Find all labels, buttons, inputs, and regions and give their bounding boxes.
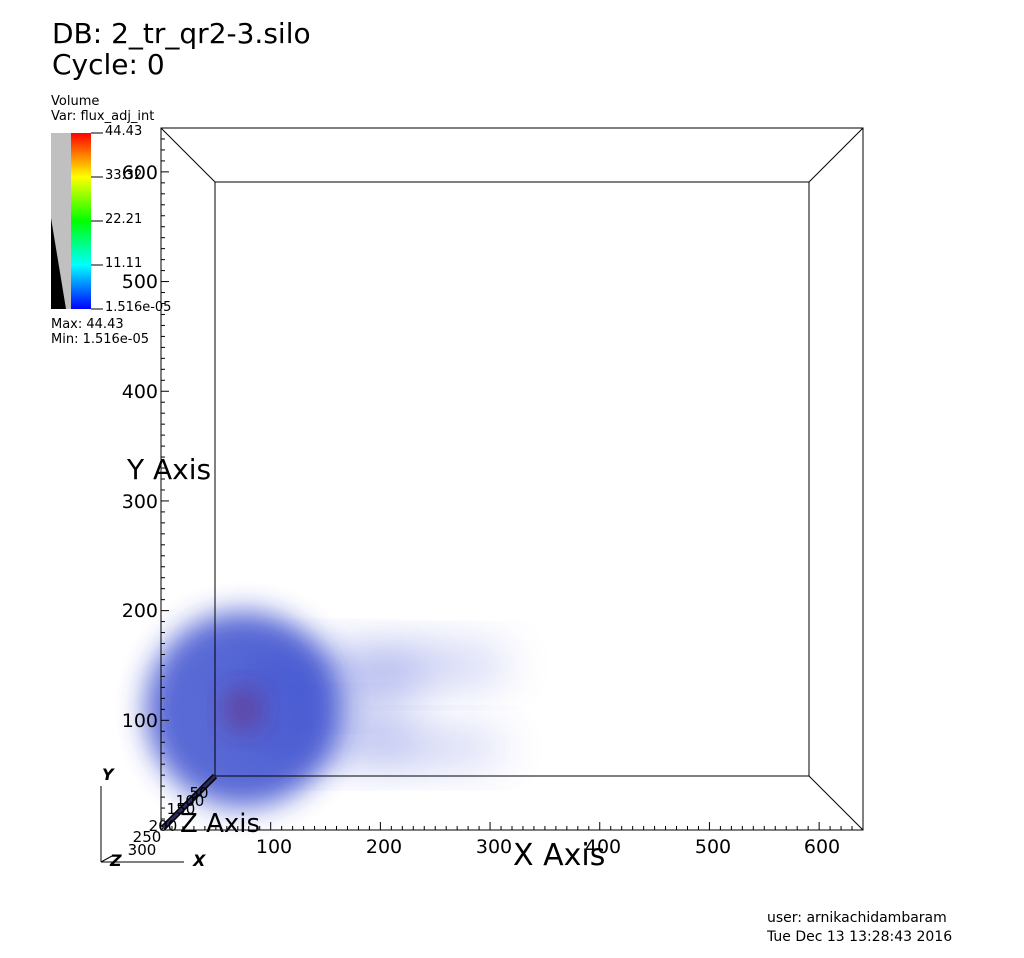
axis-labels: 100 200 300 400 500 600 100 200 300 400 …: [122, 162, 840, 873]
x-tick-label: 600: [804, 836, 840, 858]
x-tick-label: 400: [585, 836, 621, 858]
x-axis-title: X Axis: [513, 838, 605, 873]
colorbar-ticks: [91, 132, 103, 310]
z-tick-label: 50: [189, 784, 208, 802]
z-axis-title: Z Axis: [180, 809, 260, 839]
footer-date: Tue Dec 13 13:28:43 2016: [767, 929, 953, 945]
y-tick-label: 600: [122, 162, 158, 184]
legend-plot-type: Volume: [51, 94, 100, 109]
x-axis-ticks: [171, 822, 853, 830]
footer-user: user: arnikachidambaram: [767, 910, 947, 926]
y-tick-label: 300: [122, 491, 158, 513]
z-tick-label: 100: [176, 792, 205, 810]
volume-core: [225, 689, 262, 730]
cycle-label: Cycle: 0: [52, 48, 165, 81]
x-tick-label: 300: [476, 836, 512, 858]
x-tick-label: 500: [695, 836, 731, 858]
triad-y-label: Y: [102, 765, 115, 784]
legend-colorbar: [51, 132, 103, 310]
triad-x-label: X: [192, 851, 206, 870]
colorbar-gradient: [71, 133, 91, 309]
legend-min: Min: 1.516e-05: [51, 332, 150, 347]
z-tick-label: 250: [133, 828, 162, 846]
database-title: DB: 2_tr_qr2-3.silo: [52, 17, 311, 50]
x-tick-label: 100: [256, 836, 292, 858]
z-tick-label: 150: [167, 800, 196, 818]
y-tick-label: 200: [122, 600, 158, 622]
y-tick-label: 100: [122, 710, 158, 732]
z-tick-label: 300: [128, 841, 157, 859]
opacity-ramp-light: [51, 133, 71, 309]
volume-rendering: [145, 611, 513, 808]
orientation-triad: [100, 786, 184, 863]
colorbar-tick-label: 44.43: [105, 124, 143, 139]
box-back-face: [214, 181, 810, 777]
z-tick-label: 200: [149, 817, 178, 835]
y-axis-ticks: [161, 138, 169, 820]
x-tick-label: 200: [366, 836, 402, 858]
y-axis-title: Y Axis: [126, 453, 211, 486]
colorbar-tick-label: 22.21: [105, 212, 143, 227]
colorbar-tick-label: 1.516e-05: [105, 300, 172, 315]
y-tick-label: 500: [122, 271, 158, 293]
colorbar-tick-label: 33.32: [105, 168, 143, 183]
colorbar-tick-label: 11.11: [105, 256, 143, 271]
legend-max: Max: 44.43: [51, 317, 124, 332]
y-tick-label: 400: [122, 381, 158, 403]
legend-variable: Var: flux_adj_int: [51, 109, 155, 124]
triad-z-label: Z: [109, 851, 122, 870]
